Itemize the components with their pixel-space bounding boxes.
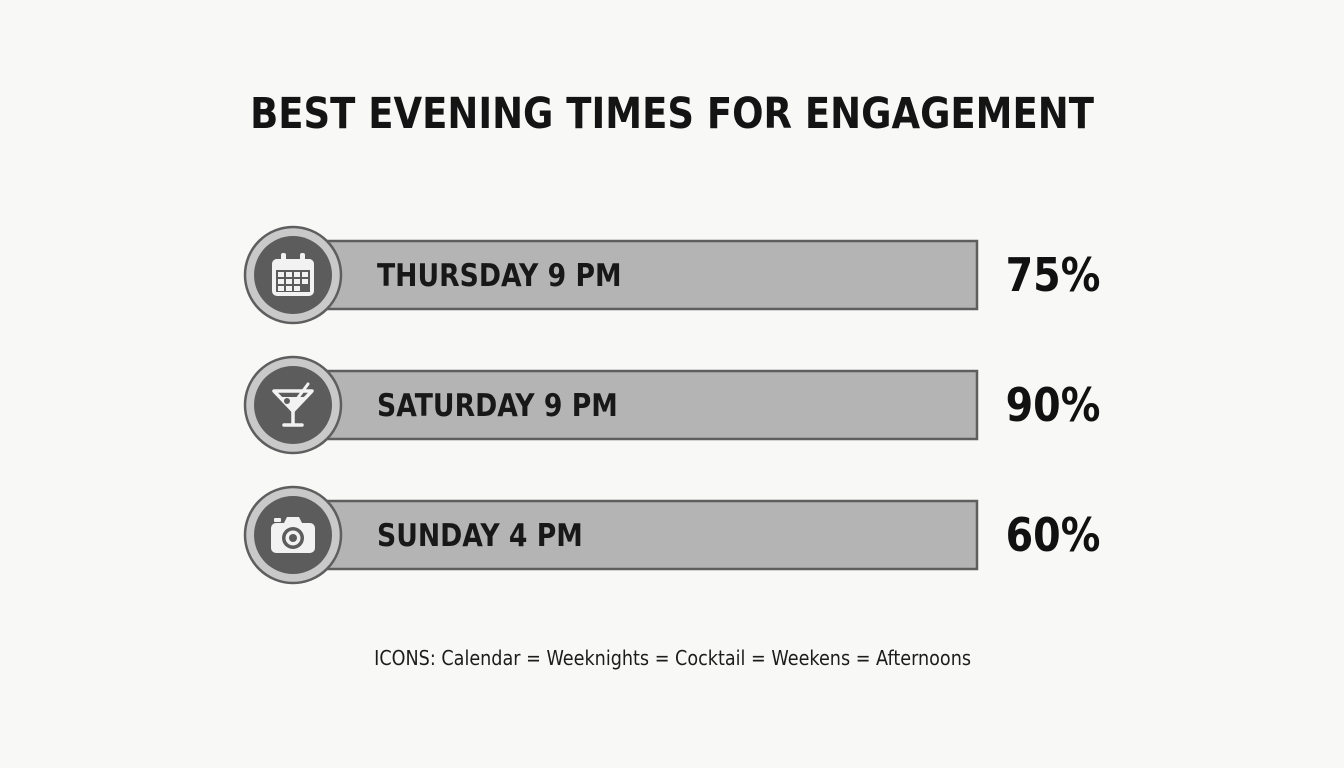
icon-legend-note: ICONS: Calendar = Weeknights = Cocktail …: [374, 646, 972, 670]
bar-row: THURSDAY 9 PM 75%: [243, 225, 1101, 325]
category-label: SUNDAY 4 PM: [377, 517, 583, 553]
chart-title: BEST EVENING TIMES FOR ENGAGEMENT: [250, 89, 1094, 139]
bar: [308, 499, 979, 571]
bar-rows: THURSDAY 9 PM 75% SATURDAY 9 PM 90% SUNDAY 4…: [243, 225, 1101, 585]
bar: [308, 239, 979, 311]
value-label: 60%: [1006, 509, 1101, 563]
value-label: 90%: [1006, 379, 1101, 433]
bar-row: SUNDAY 4 PM 60%: [243, 485, 1101, 585]
bar-row: SATURDAY 9 PM 90%: [243, 355, 1101, 455]
category-label: SATURDAY 9 PM: [377, 387, 618, 423]
bar: [308, 369, 979, 441]
value-label: 75%: [1006, 249, 1101, 303]
category-label: THURSDAY 9 PM: [377, 257, 622, 293]
calendar-icon: [272, 253, 314, 296]
